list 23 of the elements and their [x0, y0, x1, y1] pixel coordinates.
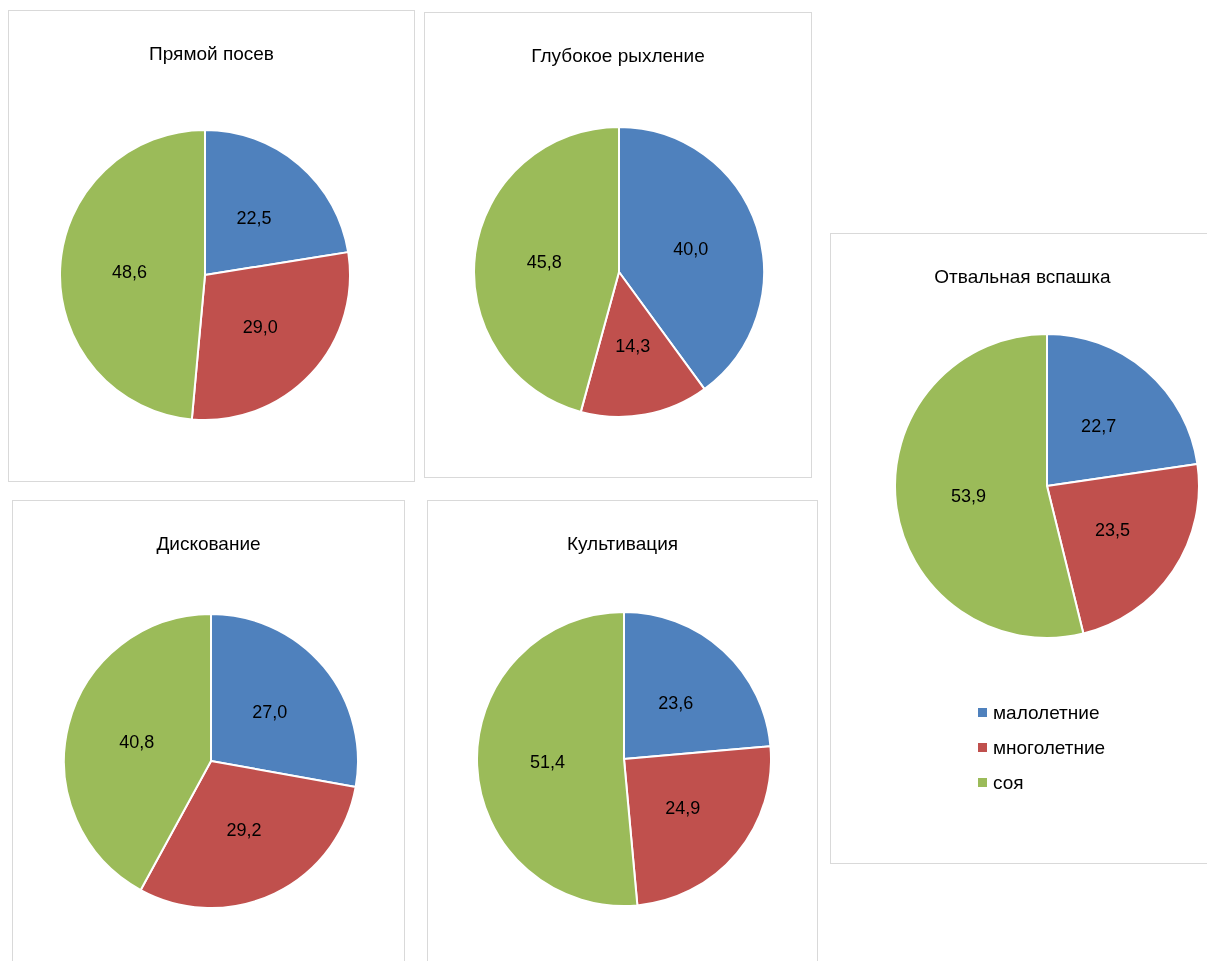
data-label: 23,5 [1095, 520, 1131, 541]
data-label: 14,3 [615, 336, 651, 357]
chart-title: Культивация [566, 533, 679, 554]
chart-title: Прямой посев [149, 43, 274, 64]
data-label: 22,5 [236, 207, 272, 228]
legend-label: многолетние [993, 737, 1106, 758]
data-label: 29,2 [226, 819, 262, 840]
data-label: 40,0 [673, 238, 709, 259]
data-label: 22,7 [1081, 416, 1117, 437]
data-label: 48,6 [112, 261, 148, 282]
data-label: 51,4 [530, 752, 566, 773]
data-label: 23,6 [658, 692, 694, 713]
legend-label: малолетние [993, 702, 1100, 723]
chart-title: Дискование [156, 533, 261, 554]
data-label: 53,9 [951, 485, 987, 506]
chart-title: Отвальная вспашка [934, 266, 1112, 287]
data-label: 45,8 [526, 251, 562, 272]
legend-label: соя [993, 772, 1024, 793]
chart-title: Глубокое рыхление [531, 45, 705, 66]
data-label: 29,0 [242, 316, 278, 337]
data-label: 40,8 [119, 732, 155, 753]
data-label: 27,0 [252, 701, 288, 722]
data-label: 24,9 [665, 798, 701, 819]
